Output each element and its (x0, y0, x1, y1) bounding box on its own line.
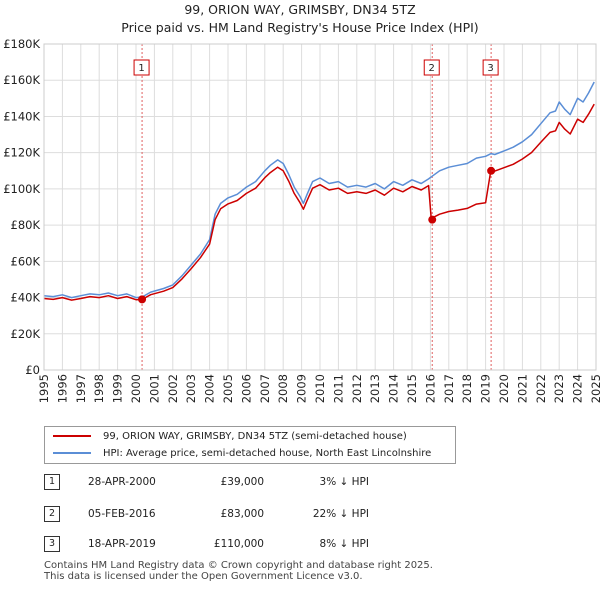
transaction-number: 1 (44, 474, 60, 490)
transaction-number: 3 (44, 536, 60, 552)
chart-subtitle: Price paid vs. HM Land Registry's House … (121, 20, 479, 35)
x-tick-label: 2013 (368, 374, 382, 403)
sale-point (428, 215, 437, 224)
sale-badge (133, 59, 150, 76)
x-tick-label: 2009 (295, 374, 309, 403)
transaction-price: £83,000 (220, 508, 264, 520)
footer-licence: This data is licensed under the Open Gov… (44, 571, 363, 582)
x-tick-label: 2016 (423, 374, 437, 403)
hpi-series-line (43, 81, 595, 299)
x-tick-label: 2008 (276, 374, 290, 403)
x-tick-label: 2023 (552, 374, 566, 403)
x-tick-label: 2021 (515, 374, 529, 403)
y-tick-label: £180K (3, 37, 40, 51)
y-tick-label: £20K (11, 327, 41, 341)
x-tick-label: 2019 (479, 374, 493, 403)
x-tick-label: 2022 (534, 374, 548, 403)
legend-item-blue: HPI: Average price, semi-detached house,… (53, 445, 431, 463)
x-tick-label: 2006 (239, 374, 253, 403)
y-tick-label: £160K (3, 73, 40, 87)
footer-copyright: Contains HM Land Registry data © Crown c… (44, 560, 433, 571)
sale-markers: 1 2 3 (133, 44, 499, 370)
y-tick-label: £100K (3, 182, 40, 196)
legend-item-red: 99, ORION WAY, GRIMSBY, DN34 5TZ (semi-d… (53, 428, 407, 446)
x-tick-label: 1999 (111, 374, 125, 403)
x-tick-label: 2001 (147, 374, 161, 403)
x-tick-label: 2005 (221, 374, 235, 403)
y-tick-label: £80K (11, 218, 41, 232)
x-tick-label: 2000 (129, 374, 143, 403)
legend-red-label: 99, ORION WAY, GRIMSBY, DN34 5TZ (semi-d… (103, 431, 407, 442)
x-tick-label: 2014 (387, 374, 401, 403)
x-tick-label: 2011 (331, 374, 345, 403)
price-series-line (43, 103, 595, 301)
table-row: 3 18-APR-2019 £110,000 8% ↓ HPI (44, 536, 464, 554)
x-tick-label: 1995 (37, 374, 51, 403)
y-tick-label: £140K (3, 109, 40, 123)
sale-point (138, 295, 147, 304)
x-tick-label: 2007 (258, 374, 272, 403)
legend: 99, ORION WAY, GRIMSBY, DN34 5TZ (semi-d… (44, 426, 456, 464)
transaction-hpi-diff: 3% ↓ HPI (319, 476, 369, 488)
x-tick-label: 2015 (405, 374, 419, 403)
x-tick-label: 2002 (166, 374, 180, 403)
sale-badge-label: 2 (429, 63, 435, 74)
price-chart: 1 2 3 £0 £20K £40K £60K £80K £100K £120K £140K £16… (3, 37, 600, 403)
plot-border (43, 43, 597, 371)
x-tick-label: 1996 (55, 374, 69, 403)
y-tick-label: £120K (3, 146, 40, 160)
x-tick-label: 2018 (460, 374, 474, 403)
sale-badge-label: 3 (487, 63, 493, 74)
sale-badge-label: 1 (138, 63, 144, 74)
x-tick-label: 2025 (589, 374, 600, 403)
series-lines (43, 81, 595, 301)
sale-point (487, 166, 496, 175)
transaction-price: £110,000 (213, 538, 264, 550)
x-tick-label: 1998 (92, 374, 106, 403)
x-tick-label: 2003 (184, 374, 198, 403)
chart-title: 99, ORION WAY, GRIMSBY, DN34 5TZ (184, 2, 416, 17)
axes: £0 £20K £40K £60K £80K £100K £120K £140K £160K £1… (3, 37, 600, 403)
transaction-hpi-diff: 8% ↓ HPI (319, 538, 369, 550)
grid (43, 43, 597, 371)
sale-badge (423, 59, 440, 76)
x-tick-label: 1997 (74, 374, 88, 403)
transaction-hpi-diff: 22% ↓ HPI (312, 508, 369, 520)
sale-badge (482, 59, 499, 76)
legend-blue-label: HPI: Average price, semi-detached house,… (103, 448, 432, 459)
transaction-price: £39,000 (220, 476, 264, 488)
x-tick-label: 2012 (350, 374, 364, 403)
footer: Contains HM Land Registry data © Crown c… (44, 560, 433, 582)
sale-points (138, 166, 496, 304)
table-row: 1 28-APR-2000 £39,000 3% ↓ HPI (44, 474, 464, 492)
transaction-number: 2 (44, 506, 60, 522)
y-tick-label: £0 (25, 363, 40, 377)
transaction-date: 18-APR-2019 (88, 538, 156, 550)
y-tick-label: £40K (11, 291, 41, 305)
transaction-date: 05-FEB-2016 (88, 508, 156, 520)
transaction-date: 28-APR-2000 (88, 476, 156, 488)
table-row: 2 05-FEB-2016 £83,000 22% ↓ HPI (44, 506, 464, 524)
x-tick-label: 2024 (571, 374, 585, 403)
legend-red-line (53, 435, 91, 437)
x-tick-label: 2020 (497, 374, 511, 403)
y-tick-label: £60K (11, 254, 41, 268)
legend-blue-line (53, 452, 91, 454)
x-tick-label: 2004 (203, 374, 217, 403)
x-tick-label: 2017 (442, 374, 456, 403)
x-tick-label: 2010 (313, 374, 327, 403)
